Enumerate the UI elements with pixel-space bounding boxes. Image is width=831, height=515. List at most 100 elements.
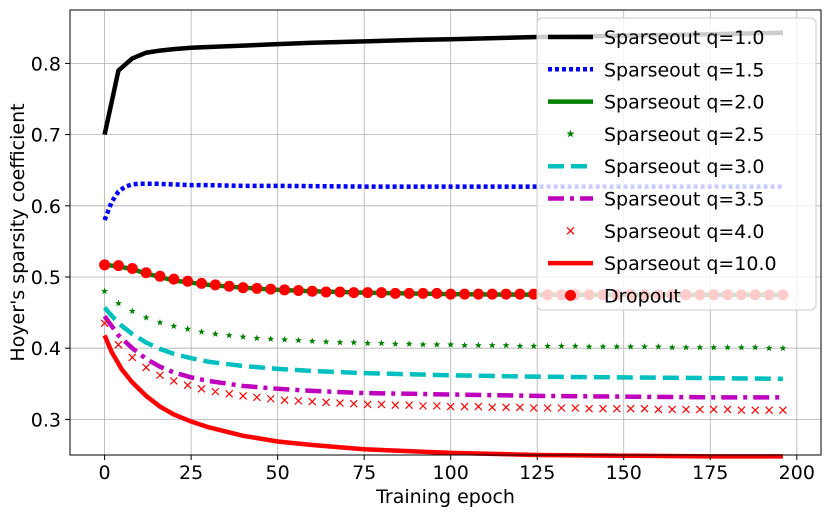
star-point [239,333,247,340]
x-point [100,319,109,328]
star-point [516,342,524,349]
dropout-point [112,260,124,272]
star-point [350,338,358,346]
legend-swatch [565,289,576,301]
series-3 [101,287,787,352]
x-tick-label: 75 [352,462,376,484]
star-point [419,341,427,348]
x-point [515,403,524,412]
star-point [765,344,773,352]
series-line [102,306,783,382]
star-point [599,343,607,350]
dropout-point [182,275,194,287]
x-tick-label: 0 [99,462,111,484]
x-point [252,393,261,402]
dropout-point [445,288,457,300]
star-point [364,339,372,347]
dropout-point [251,282,263,294]
dropout-point [140,267,152,279]
y-tick-label: 0.3 [31,409,61,431]
x-point [779,406,787,415]
star-point [641,343,648,350]
x-point [709,405,718,414]
legend-label: Sparseout q=2.0 [604,92,765,114]
x-point [128,353,137,362]
x-point [211,387,220,396]
dropout-point [472,288,484,300]
dropout-point [431,287,443,299]
legend-label: Dropout [604,285,681,307]
star-point [336,338,344,346]
star-point [184,325,192,332]
x-tick-label: 25 [179,462,203,484]
x-point [336,399,344,407]
star-point [737,343,745,351]
star-point [461,341,468,349]
dropout-point [403,287,415,299]
dropout-point [320,286,332,298]
dropout-point [154,270,166,282]
star-point [544,342,552,349]
star-point [613,343,621,350]
x-point [446,402,455,411]
star-point [378,339,385,347]
legend-label: Sparseout q=4.0 [604,221,765,243]
dropout-point [126,262,138,274]
dropout-point [99,259,111,271]
dropout-point [375,287,387,299]
legend-swatch [566,129,575,138]
star-point [294,336,302,344]
series-6 [100,319,787,415]
x-point [585,404,594,413]
x-point [599,404,607,413]
x-point [488,403,497,412]
x-point [612,404,621,413]
series-1 [102,181,783,221]
star-point [530,342,538,349]
star-point [142,313,150,321]
dropout-point [348,287,360,299]
legend-swatch [566,226,575,235]
legend-label: Sparseout q=3.5 [604,189,765,211]
x-tick-label: 125 [519,462,555,484]
star-point [115,299,122,307]
x-point [668,405,677,414]
star-point [101,287,109,295]
star-point [627,343,635,350]
x-point [543,404,552,412]
x-point [280,396,289,405]
y-tick-label: 0.8 [31,53,61,75]
x-point [156,371,164,380]
x-tick-label: 100 [433,462,469,484]
legend-label: Sparseout q=10.0 [604,253,777,275]
x-point [765,406,774,415]
dropout-point [196,277,208,289]
x-tick-label: 50 [266,462,290,484]
y-axis-title: Hoyer's sparsity coefficient [7,103,29,361]
x-point [626,404,635,413]
x-point [349,399,358,408]
plot-frame [69,9,822,456]
dropout-point [334,286,346,298]
y-tick-label: 0.4 [31,338,61,360]
star-point [710,343,718,351]
x-point [169,377,178,385]
star-point [571,342,579,349]
series-line [102,314,783,400]
star-point [156,318,164,326]
x-point [557,404,566,412]
star-point [558,342,565,349]
legend-label: Sparseout q=1.5 [604,59,765,81]
star-point [696,343,704,351]
dropout-point [209,279,221,291]
star-point [128,307,136,315]
legend: Sparseout q=1.0 Sparseout q=1.5 Sparseout … [536,17,817,311]
dropout-point [389,287,401,299]
x-point [142,363,151,372]
y-tick-label: 0.7 [31,125,61,147]
x-point [225,389,234,398]
star-point [682,343,690,351]
star-point [405,340,413,347]
star-point [502,341,510,349]
dropout-point [265,283,277,295]
